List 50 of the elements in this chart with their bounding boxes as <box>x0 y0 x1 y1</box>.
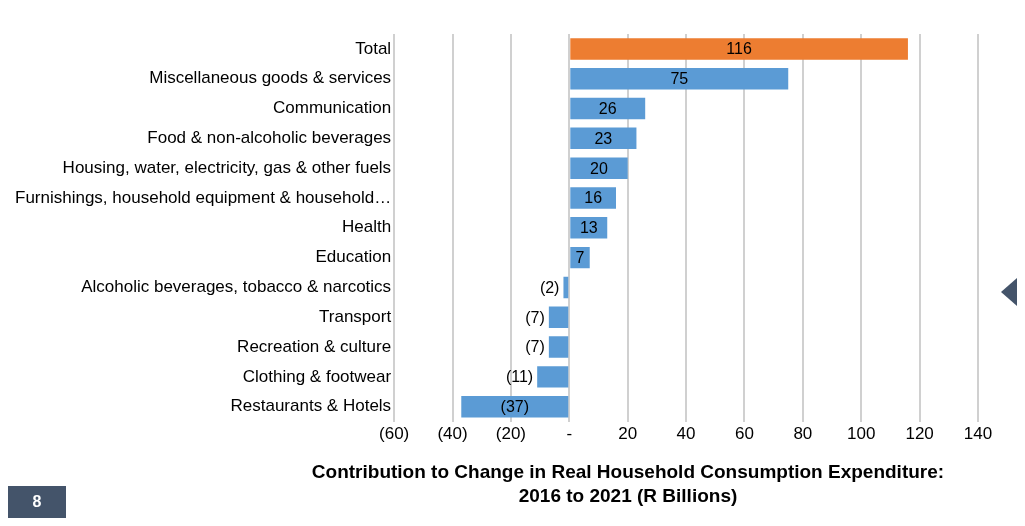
x-tick-label: 20 <box>618 424 638 444</box>
y-tick-label: Furnishings, household equipment & household… <box>14 187 392 207</box>
y-tick-label: Transport <box>319 306 392 326</box>
y-tick-label: Communication <box>273 98 392 118</box>
data-label: 75 <box>670 70 689 88</box>
x-tick-label: 140 <box>963 424 993 444</box>
bar <box>570 38 908 60</box>
data-label: 13 <box>579 219 598 237</box>
x-tick-label: 40 <box>676 424 696 444</box>
data-label: 20 <box>590 159 608 177</box>
data-label: 16 <box>584 189 603 207</box>
bar <box>461 395 569 418</box>
x-tick-label: (20) <box>495 424 527 444</box>
data-label: (11) <box>505 368 534 386</box>
y-tick-label: Alcoholic beverages, tobacco & narcotics <box>81 277 392 297</box>
bar <box>548 306 569 328</box>
y-tick-label: Miscellaneous goods & services <box>149 68 392 88</box>
data-label: 26 <box>598 99 617 117</box>
bar <box>570 157 628 179</box>
text: Contribution to Change in Real Household Consumption Expenditure: 2016 to 2021 (R Billions) <box>310 460 946 508</box>
y-tick-label: Clothing & footwear <box>242 366 392 386</box>
x-tick-label: 100 <box>847 424 876 444</box>
data-label: 7 <box>575 249 585 267</box>
x-tick-label: (60) <box>379 424 410 444</box>
data-label: (7) <box>525 338 545 356</box>
text: 8 <box>8 486 66 518</box>
bar <box>537 366 569 388</box>
y-tick-label: Recreation & culture <box>237 336 392 356</box>
bar <box>563 276 569 299</box>
y-tick-label: Education <box>315 247 392 267</box>
bar <box>548 336 569 358</box>
data-label: (7) <box>525 308 545 326</box>
data-label: (2) <box>539 278 560 296</box>
bar <box>570 246 590 269</box>
y-tick-label: Health <box>341 217 392 237</box>
y-tick-label: Housing, water, electricity, gas & other fuels <box>62 157 392 177</box>
bar <box>570 97 646 120</box>
x-tick-label: - <box>566 424 573 444</box>
data-label: 23 <box>594 129 613 147</box>
data-label: 116 <box>726 40 752 58</box>
bar <box>570 187 616 209</box>
y-tick-label: Restaurants & Hotels <box>230 396 392 416</box>
y-tick-label: Total <box>355 38 392 58</box>
x-tick-label: (40) <box>437 424 468 444</box>
x-tick-label: 80 <box>793 424 813 444</box>
x-tick-label: 120 <box>905 424 934 444</box>
bar <box>570 67 789 90</box>
data-label: (37) <box>500 398 530 416</box>
y-tick-label: Food & non-alcoholic beverages <box>147 128 392 148</box>
x-tick-label: 60 <box>734 424 754 444</box>
